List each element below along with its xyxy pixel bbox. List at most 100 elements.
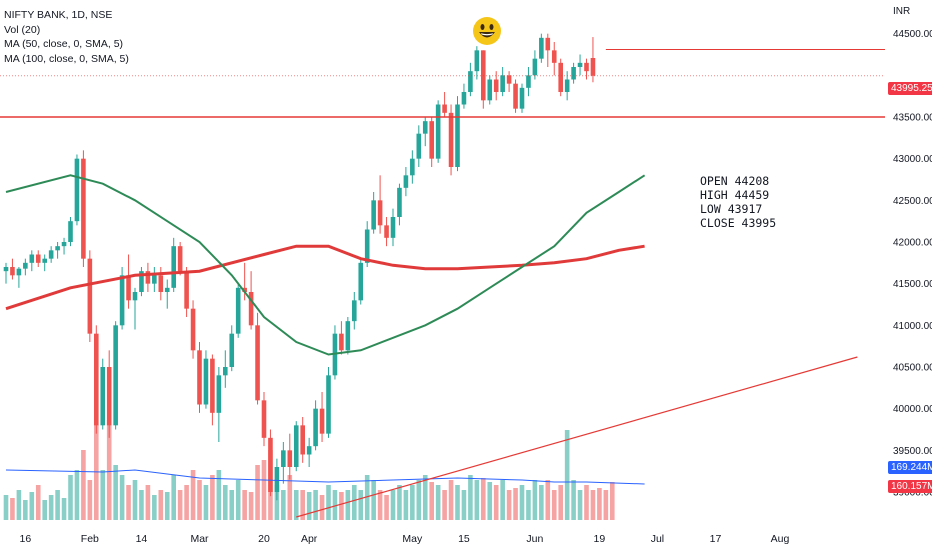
- candle-body: [203, 358, 209, 405]
- volume-bar: [242, 490, 247, 520]
- volume-bar: [584, 485, 589, 520]
- volume-bar: [313, 490, 318, 520]
- candle-body: [126, 275, 131, 301]
- volume-bar: [564, 430, 570, 520]
- candle-body: [139, 271, 144, 292]
- volume-ma-badge: 169.244M: [888, 461, 932, 474]
- candle-body: [177, 246, 183, 272]
- volume-bar: [126, 485, 131, 520]
- volume-bar: [152, 495, 157, 520]
- candle-body: [197, 350, 202, 405]
- volume-bar: [519, 485, 525, 520]
- candle-body: [390, 217, 396, 238]
- volume-bar: [248, 492, 254, 520]
- price-tick-label: 42000.00: [893, 238, 932, 249]
- volume-bar: [113, 465, 118, 520]
- price-tick-label: 41500.00: [893, 279, 932, 290]
- candle-body: [210, 358, 215, 413]
- price-tick-label: 40500.00: [893, 363, 932, 374]
- volume-bar: [281, 490, 286, 520]
- candle-body: [293, 425, 299, 467]
- indicator-ma100[interactable]: MA (100, close, 0, SMA, 5): [4, 52, 129, 65]
- candle-body: [235, 287, 241, 334]
- ohlc-high: HIGH 44459: [700, 188, 770, 202]
- volume-bar: [487, 482, 493, 520]
- candle-body: [242, 287, 247, 292]
- volume-bar: [493, 485, 499, 520]
- candle-body: [94, 333, 99, 426]
- volume-bar: [164, 492, 170, 520]
- candle-body: [558, 62, 563, 92]
- volume-bar: [29, 492, 35, 520]
- date-tick-label: Jul: [651, 533, 664, 545]
- candle-body: [474, 50, 480, 72]
- volume-bar: [106, 420, 112, 520]
- candle-body: [584, 62, 589, 72]
- candle-body: [326, 375, 331, 434]
- volume-bar: [455, 485, 460, 520]
- volume-bar: [287, 475, 293, 520]
- candle-body: [74, 158, 80, 222]
- price-tick-label: 44500.00: [893, 29, 932, 40]
- volume-bars: [3, 420, 615, 520]
- volume-bar: [468, 475, 473, 520]
- price-tick-label: 39500.00: [893, 446, 932, 457]
- candle-body: [513, 83, 518, 109]
- ohlc-open: OPEN 44208: [700, 174, 770, 188]
- indicator-ma50[interactable]: MA (50, close, 0, SMA, 5): [4, 38, 124, 50]
- volume-bar: [210, 475, 215, 520]
- volume-bar: [610, 482, 615, 520]
- axes: 39000.00 39500.00 40000.00 40500.00 41000.00…: [20, 29, 932, 545]
- candle-body: [487, 79, 493, 101]
- volume-bar: [23, 500, 28, 520]
- candle-body: [216, 375, 222, 413]
- candle-body: [532, 58, 538, 76]
- volume-bar: [42, 500, 47, 520]
- volume-bar: [526, 490, 531, 520]
- candle-body: [526, 75, 531, 88]
- volume-bar: [403, 490, 409, 520]
- candle-body: [506, 75, 512, 84]
- price-tick-label: 43500.00: [893, 113, 932, 124]
- volume-badge: 160.157M: [888, 480, 932, 493]
- last-price-badge: 43995.25: [888, 82, 932, 95]
- candle-body: [100, 367, 106, 426]
- candle-body: [48, 250, 54, 259]
- indicator-volume[interactable]: Vol (20): [4, 23, 41, 36]
- smiley-emoji-icon: [473, 17, 501, 45]
- volume-bar: [506, 490, 512, 520]
- candle-body: [184, 271, 189, 309]
- candle-body: [300, 425, 305, 455]
- symbol-title[interactable]: NIFTY BANK, 1D, NSE: [4, 9, 113, 21]
- candle-body: [3, 267, 9, 272]
- volume-bar: [384, 495, 389, 520]
- volume-bar: [190, 470, 196, 520]
- candle-body: [61, 242, 67, 247]
- candle-body: [493, 79, 499, 92]
- volume-bar: [416, 480, 422, 520]
- ma50-line: [5, 174, 646, 356]
- volume-bar: [274, 485, 280, 520]
- volume-bar: [203, 485, 209, 520]
- price-tick-label: 42500.00: [893, 196, 932, 207]
- candle-body: [564, 79, 570, 92]
- candle-body: [23, 262, 28, 269]
- candle-body: [268, 437, 273, 492]
- volume-bar: [261, 460, 267, 520]
- trendline: [296, 356, 858, 518]
- candle-body: [448, 112, 454, 167]
- volume-bar: [306, 492, 312, 520]
- volume-bar: [139, 490, 144, 520]
- volume-bar: [377, 490, 383, 520]
- candle-body: [384, 225, 389, 238]
- volume-bar: [132, 480, 138, 520]
- candle-body: [261, 400, 267, 438]
- candle-body: [229, 333, 235, 367]
- volume-bar: [61, 498, 67, 520]
- volume-bar: [35, 485, 41, 520]
- volume-bar: [358, 490, 364, 520]
- volume-bar: [442, 490, 447, 520]
- volume-bar: [371, 480, 376, 520]
- candle-body: [248, 292, 254, 326]
